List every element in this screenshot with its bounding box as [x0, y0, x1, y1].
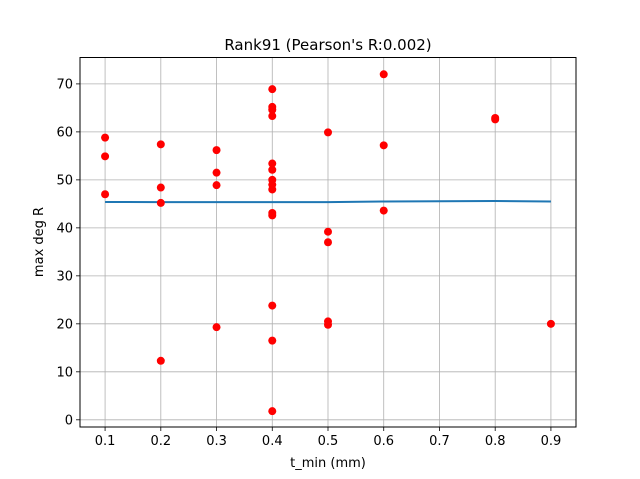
data-point [268, 336, 277, 345]
y-axis-ticks: 0 10 20 30 40 50 60 70 [56, 77, 80, 428]
y-axis-label: max deg R [32, 207, 47, 277]
x-tick-label: 0.6 [373, 434, 394, 449]
data-points [101, 70, 555, 416]
data-point [324, 128, 332, 137]
data-point [324, 320, 332, 329]
x-tick-label: 0.5 [318, 434, 339, 449]
data-point [156, 198, 165, 207]
y-tick-label: 60 [56, 125, 73, 140]
data-point [268, 185, 277, 194]
data-point [101, 152, 110, 161]
data-point [101, 133, 110, 142]
data-point [379, 206, 388, 215]
fit-line-group [105, 199, 551, 204]
y-tick-label: 40 [56, 221, 73, 236]
data-point [212, 146, 221, 155]
data-point [324, 238, 332, 247]
data-point [268, 165, 277, 174]
y-tick-label: 20 [56, 317, 73, 332]
data-point [212, 181, 221, 190]
data-point [212, 168, 221, 177]
x-tick-label: 0.1 [95, 434, 116, 449]
data-point [546, 319, 555, 328]
x-tick-label: 0.2 [150, 434, 171, 449]
x-axis-ticks: 0.1 0.2 0.3 0.4 0.5 0.6 0.7 0.8 0.9 [95, 427, 562, 449]
data-point [268, 112, 277, 121]
data-point [268, 85, 277, 94]
x-tick-label: 0.4 [262, 434, 283, 449]
x-tick-label: 0.3 [206, 434, 227, 449]
data-point [101, 190, 110, 199]
data-point [491, 115, 500, 124]
data-point [156, 356, 165, 365]
data-point [268, 105, 277, 114]
chart-title: Rank91 (Pearson's R:0.002) [224, 36, 431, 54]
data-point [379, 70, 388, 79]
data-point [379, 141, 388, 150]
data-point [212, 323, 221, 332]
data-point [268, 211, 277, 220]
x-tick-label: 0.8 [485, 434, 506, 449]
data-point [268, 159, 277, 168]
data-point [268, 301, 277, 310]
data-point [156, 140, 165, 149]
y-tick-label: 30 [56, 269, 73, 284]
y-tick-label: 10 [56, 365, 73, 380]
y-tick-label: 70 [56, 77, 73, 92]
x-tick-label: 0.7 [429, 434, 450, 449]
x-axis-label: t_min (mm) [290, 456, 366, 471]
data-point [156, 183, 165, 192]
y-tick-label: 50 [56, 173, 73, 188]
x-tick-label: 0.9 [541, 434, 562, 449]
data-point [324, 227, 332, 236]
data-point [268, 407, 277, 416]
fit-line [105, 199, 551, 204]
y-tick-label: 0 [65, 413, 73, 428]
